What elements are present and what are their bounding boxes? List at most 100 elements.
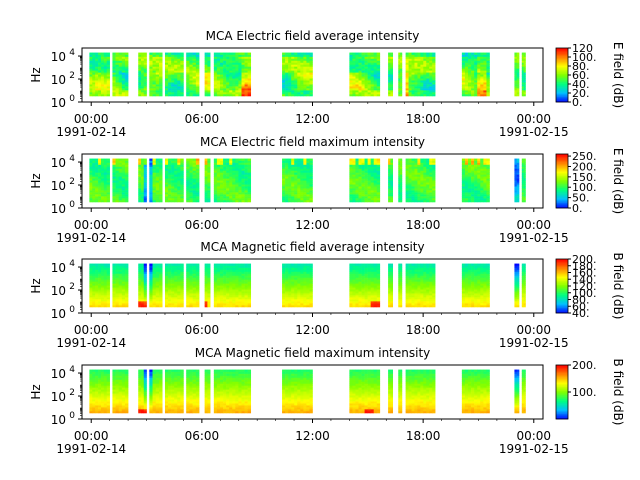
heatmap-cell	[388, 52, 391, 55]
heatmap-cell	[192, 182, 197, 185]
heatmap-cell	[464, 162, 469, 165]
heatmap-cell	[516, 72, 520, 75]
heatmap-cell	[352, 78, 356, 81]
heatmap-cell	[141, 82, 145, 85]
heatmap-cell	[247, 170, 252, 173]
heatmap-cell	[124, 70, 129, 73]
heatmap-cell	[235, 164, 239, 167]
heatmap-cell	[514, 86, 518, 89]
heatmap-cell	[235, 168, 239, 171]
heatmap-cell	[143, 301, 147, 304]
heatmap-cell	[285, 80, 289, 83]
heatmap-cell	[405, 168, 409, 171]
heatmap-cell	[285, 94, 289, 97]
colorbar-swatch	[556, 193, 568, 195]
heatmap-cell	[219, 158, 224, 161]
heatmap-cell	[398, 174, 401, 177]
heatmap-cell	[300, 94, 304, 97]
heatmap-cell	[464, 90, 469, 93]
heatmap-cell	[158, 174, 163, 177]
heatmap-cell	[180, 174, 184, 177]
heatmap-cell	[370, 174, 375, 177]
heatmap-cell	[121, 94, 126, 97]
heatmap-cell	[98, 70, 102, 73]
heatmap-cell	[192, 303, 197, 306]
heatmap-cell	[100, 68, 105, 71]
heatmap-cell	[152, 299, 157, 302]
heatmap-cell	[411, 74, 415, 77]
heatmap-cell	[204, 291, 208, 294]
heatmap-cell	[352, 160, 356, 163]
heatmap-cell	[411, 196, 415, 199]
heatmap-cell	[112, 168, 116, 171]
heatmap-cell	[388, 194, 391, 197]
heatmap-cell	[400, 70, 403, 73]
heatmap-cell	[171, 64, 175, 67]
heatmap-cell	[124, 54, 129, 57]
heatmap-cell	[303, 94, 307, 97]
heatmap-cell	[152, 54, 157, 57]
heatmap-cell	[174, 265, 178, 268]
heatmap-cell	[124, 283, 129, 286]
heatmap-cell	[152, 86, 157, 89]
heatmap-cell	[464, 52, 469, 55]
heatmap-cell	[115, 94, 119, 97]
heatmap-cell	[138, 82, 142, 85]
heatmap-cell	[115, 186, 119, 189]
heatmap-cell	[294, 180, 298, 183]
heatmap-cell	[367, 62, 371, 65]
heatmap-cell	[411, 72, 415, 75]
heatmap-cell	[141, 170, 145, 173]
heatmap-cell	[464, 196, 469, 199]
colorbar-swatch	[556, 75, 568, 77]
heatmap-cell	[471, 52, 475, 55]
heatmap-cell	[521, 194, 524, 197]
heatmap-cell	[432, 168, 436, 171]
heatmap-cell	[149, 162, 153, 165]
heatmap-cell	[92, 68, 96, 71]
heatmap-cell	[486, 190, 490, 193]
heatmap-cell	[106, 176, 110, 179]
heatmap-cell	[223, 174, 227, 177]
heatmap-cell	[429, 60, 433, 63]
heatmap-cell	[195, 196, 200, 199]
heatmap-cell	[464, 64, 469, 67]
heatmap-cell	[168, 285, 172, 288]
heatmap-cell	[294, 164, 298, 167]
heatmap-cell	[112, 174, 116, 177]
heatmap-cell	[516, 158, 520, 161]
heatmap-cell	[285, 162, 289, 165]
heatmap-cell	[141, 66, 145, 69]
heatmap-cell	[405, 184, 409, 187]
heatmap-cell	[282, 186, 286, 189]
heatmap-cell	[461, 158, 466, 161]
heatmap-cell	[164, 273, 169, 276]
heatmap-cell	[229, 168, 233, 171]
heatmap-cell	[106, 265, 110, 268]
heatmap-cell	[192, 82, 197, 85]
heatmap-cell	[168, 160, 172, 163]
heatmap-cell	[226, 168, 230, 171]
heatmap-cell	[138, 180, 142, 183]
heatmap-cell	[398, 94, 401, 97]
heatmap-cell	[124, 277, 129, 280]
heatmap-cell	[155, 166, 160, 169]
heatmap-cell	[309, 194, 313, 197]
heatmap-cell	[376, 160, 381, 163]
heatmap-cell	[514, 92, 518, 95]
heatmap-cell	[229, 164, 233, 167]
heatmap-cell	[124, 194, 129, 197]
heatmap-cell	[238, 188, 242, 191]
heatmap-cell	[429, 64, 433, 67]
heatmap-cell	[291, 64, 295, 67]
heatmap-cell	[174, 285, 178, 288]
heatmap-cell	[300, 186, 304, 189]
heatmap-cell	[367, 80, 371, 83]
heatmap-cell	[100, 70, 105, 73]
heatmap-cell	[226, 72, 230, 75]
heatmap-cell	[89, 297, 93, 300]
heatmap-cell	[367, 196, 371, 199]
heatmap-cell	[207, 200, 211, 203]
heatmap-cell	[98, 166, 102, 169]
heatmap-cell	[112, 54, 116, 57]
